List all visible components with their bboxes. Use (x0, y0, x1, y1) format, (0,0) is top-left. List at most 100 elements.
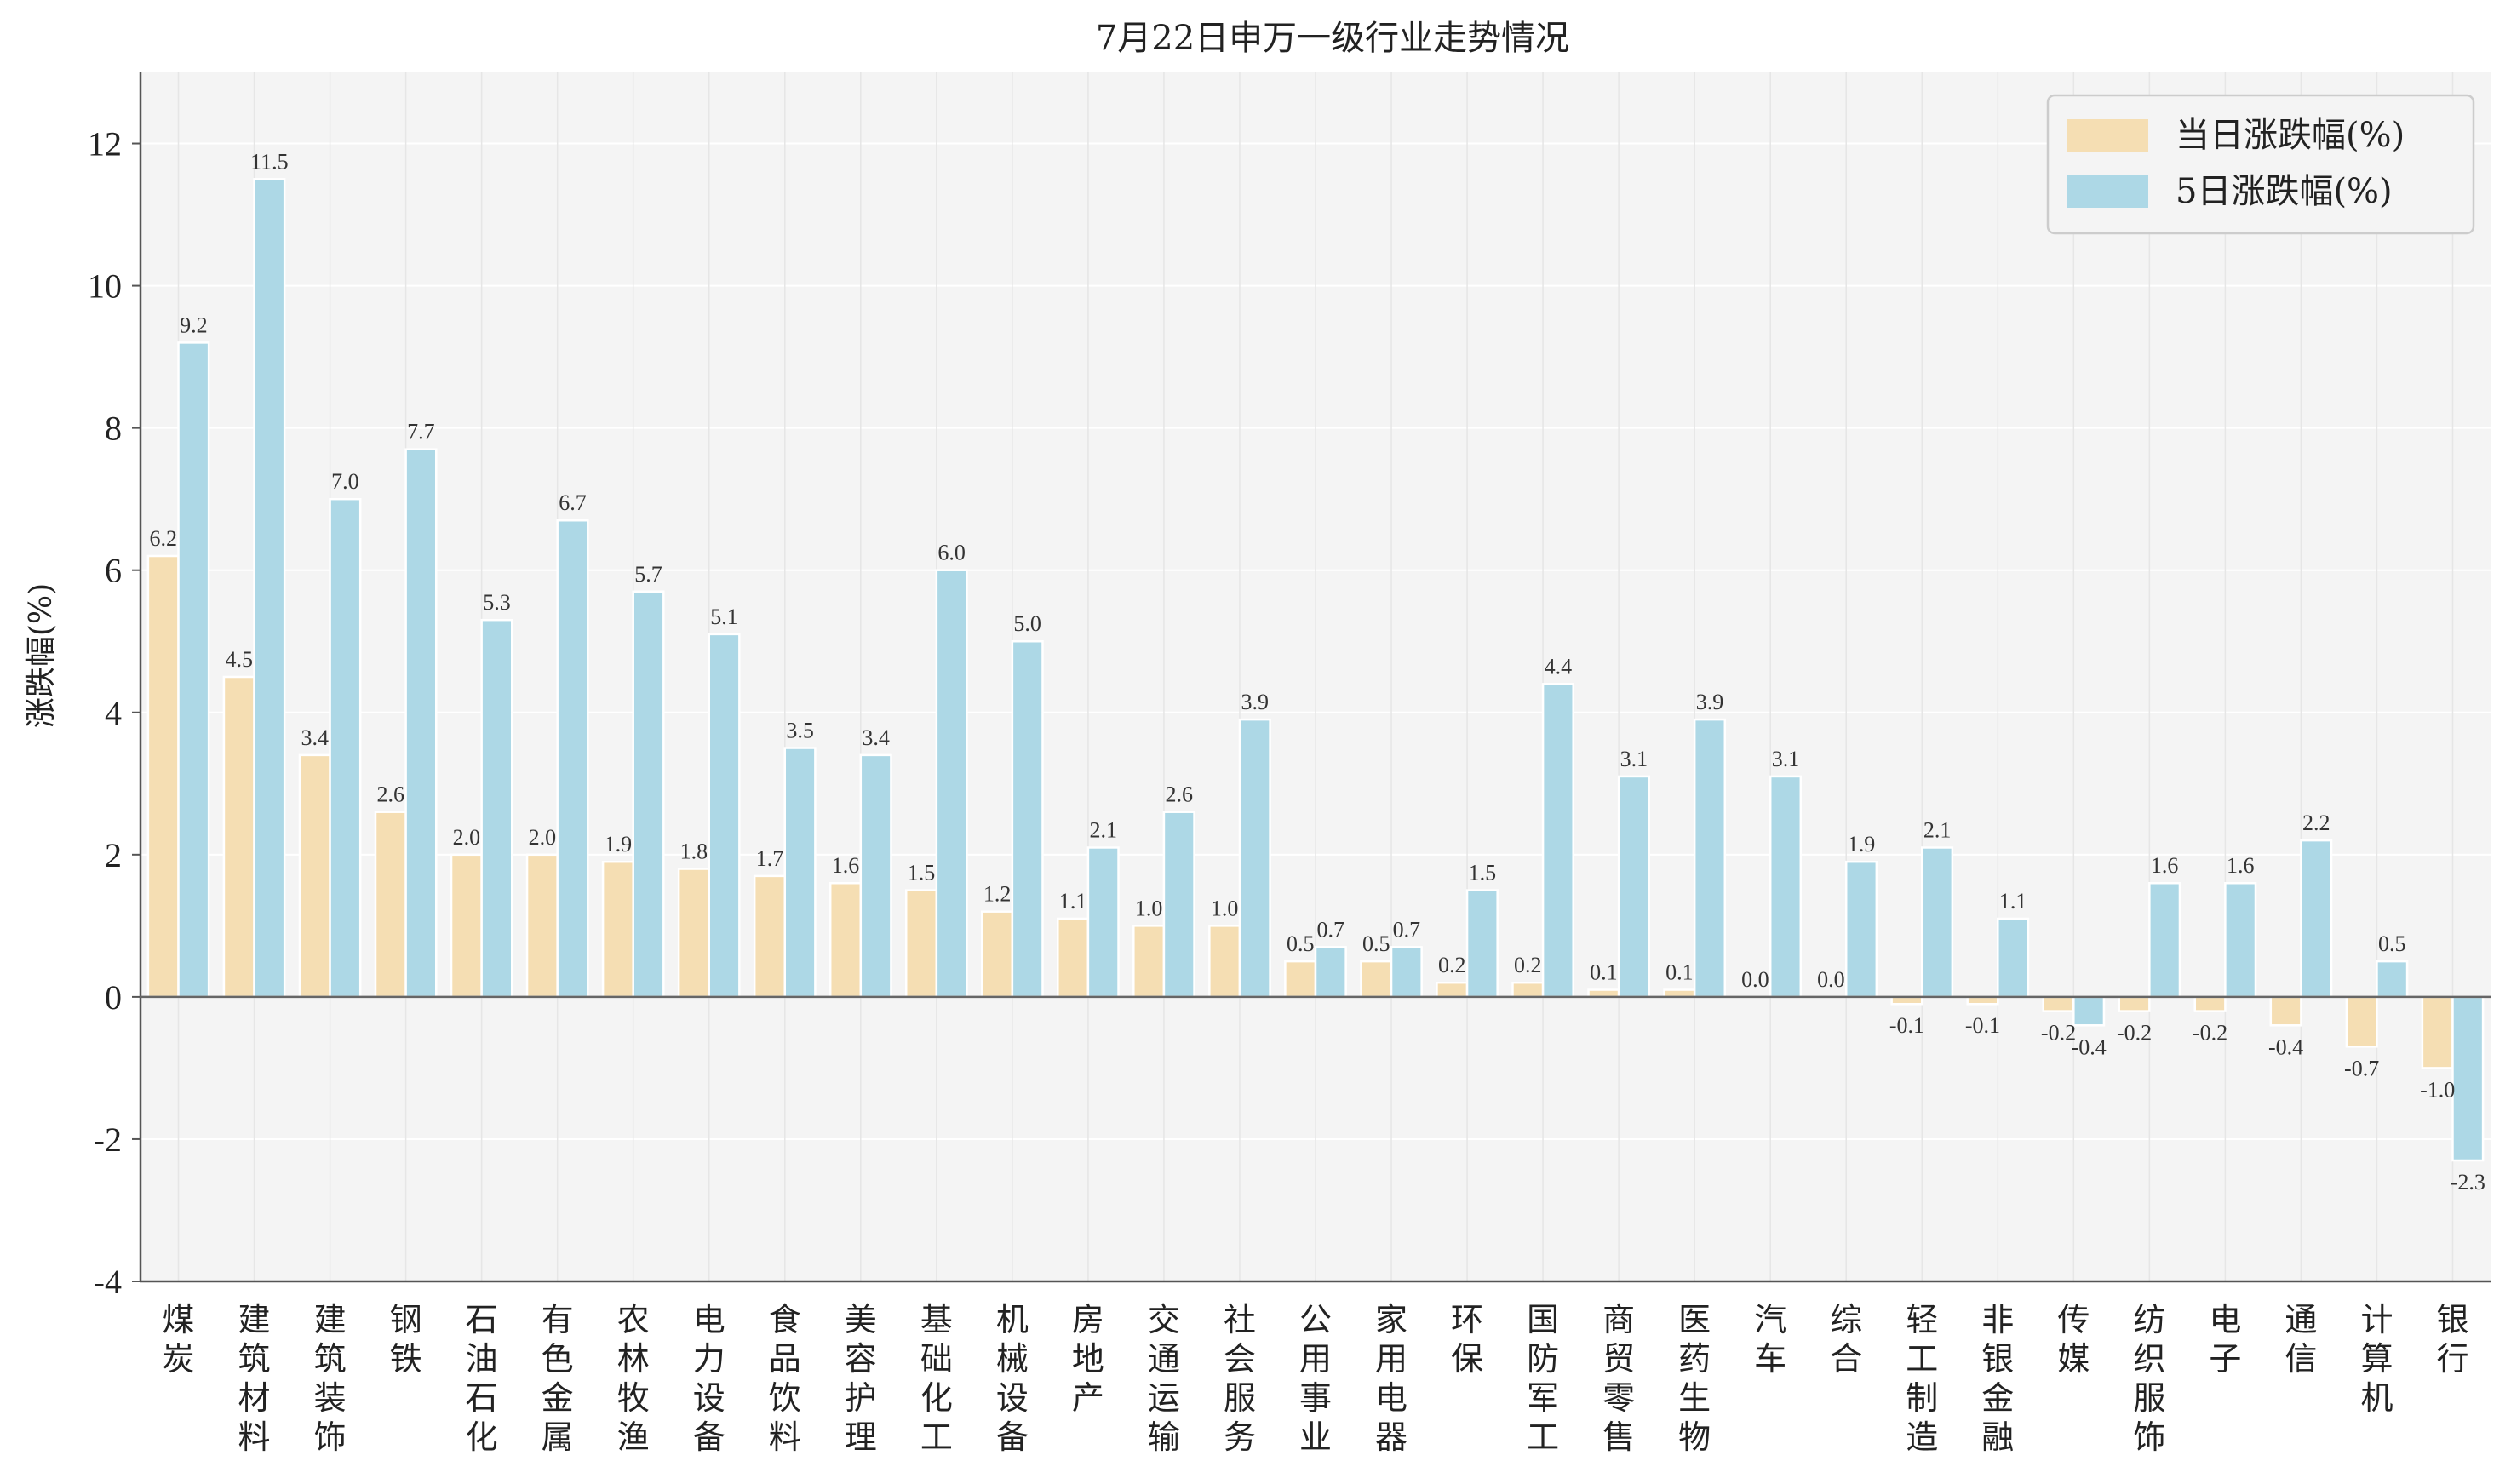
bar-daily (1511, 981, 1545, 999)
y-ticks: -4 -2 0 2 4 6 8 10 12 (88, 125, 140, 1301)
x-tick-label: 纺织服饰 (2133, 1301, 2165, 1456)
bar-five-day (1238, 718, 1271, 999)
x-tick-label: 农林牧渔 (617, 1301, 650, 1456)
legend-label: 5日涨跌幅(%) (2176, 172, 2393, 211)
x-tick-label: 综合 (1830, 1301, 1862, 1378)
y-tick-label: 6 (105, 552, 122, 590)
bar-daily (2193, 995, 2227, 1012)
data-label: -0.4 (2072, 1034, 2107, 1059)
x-tick-label: 石油石化 (466, 1301, 498, 1456)
data-label: 0.0 (1741, 967, 1769, 992)
x-tick-label: 汽车 (1754, 1301, 1786, 1378)
bar-five-day (1693, 718, 1727, 999)
bar-five-day (404, 448, 438, 999)
data-label: 2.0 (453, 825, 481, 850)
data-label: 5.1 (710, 604, 738, 629)
bars (146, 178, 2485, 1162)
bar-daily (1132, 925, 1166, 999)
x-tick-label: 交通运输 (1148, 1301, 1180, 1456)
data-label: 1.9 (1848, 832, 1876, 857)
bar-daily (677, 868, 710, 999)
data-label: 4.4 (1545, 654, 1573, 679)
data-label: 5.7 (634, 562, 662, 587)
bar-daily (2269, 995, 2302, 1027)
data-label: 1.0 (1211, 896, 1239, 920)
bar-five-day (632, 590, 665, 999)
x-tick-label: 基础化工 (920, 1301, 953, 1456)
bar-five-day (2148, 881, 2181, 999)
data-label: 1.5 (1469, 861, 1497, 885)
data-label: -0.1 (1965, 1013, 2000, 1038)
data-label: 0.5 (1287, 931, 1315, 956)
data-label: 2.1 (1923, 817, 1952, 842)
data-label: 0.5 (1362, 931, 1390, 956)
bar-five-day (556, 519, 589, 999)
bar-daily (828, 881, 863, 999)
data-label: -2.3 (2451, 1170, 2485, 1195)
x-tick-label: 商贸零售 (1602, 1301, 1635, 1456)
data-label: 1.2 (983, 882, 1012, 907)
data-label: 0.7 (1393, 917, 1421, 942)
data-label: -0.2 (2193, 1021, 2227, 1046)
x-tick-label: 公用事业 (1299, 1301, 1332, 1456)
data-label: -0.2 (2117, 1021, 2152, 1046)
data-label: 3.4 (862, 725, 890, 750)
y-tick-label: 4 (105, 694, 122, 732)
bar-daily (2421, 995, 2454, 1069)
x-tick-label: 医药生物 (1678, 1301, 1711, 1456)
bar-daily (374, 811, 407, 999)
x-tick-label: 计算机 (2360, 1301, 2393, 1417)
data-label: -1.0 (2420, 1077, 2455, 1102)
bar-five-day (1541, 683, 1574, 999)
x-tick-label: 国防军工 (1527, 1301, 1559, 1456)
data-label: 0.1 (1665, 960, 1694, 985)
bar-daily (1057, 917, 1090, 999)
data-label: -0.4 (2268, 1034, 2303, 1059)
data-label: 1.6 (2151, 853, 2179, 878)
data-label: 1.1 (1059, 889, 1087, 914)
data-label: 1.6 (2227, 853, 2255, 878)
y-axis-label: 涨跌幅(%) (24, 583, 59, 728)
y-tick-label: 10 (88, 267, 122, 306)
x-tick-label: 建筑材料 (238, 1301, 271, 1456)
data-label: 1.8 (680, 839, 708, 864)
data-label: 0.5 (2378, 931, 2406, 956)
data-label: 0.2 (1438, 953, 1466, 977)
x-tick-label: 电力设备 (693, 1301, 725, 1456)
bar-daily (981, 910, 1014, 999)
y-tick-label: 12 (88, 125, 122, 163)
bar-five-day (1390, 946, 1423, 999)
bar-five-day (1465, 889, 1499, 999)
value-labels: 6.2 4.5 3.4 2.6 2.0 2.0 1.9 1.8 1.7 1.6 1.5 1.2 1.1 1… (149, 149, 2485, 1195)
bar-five-day (2300, 839, 2333, 999)
data-label: 1.6 (832, 853, 860, 878)
bar-five-day (480, 618, 513, 999)
chart-title: 7月22日申万一级行业走势情况 (1096, 19, 1569, 58)
data-label: 5.0 (1013, 611, 1041, 636)
x-tick-label: 环保 (1451, 1301, 1483, 1378)
data-label: 7.0 (331, 469, 359, 494)
legend-swatch (2067, 175, 2148, 208)
bar-daily (1436, 981, 1469, 999)
bar-five-day (253, 178, 286, 999)
data-label: 1.5 (908, 861, 936, 885)
bar-daily (525, 853, 559, 999)
data-label: 2.0 (529, 825, 557, 850)
x-tick-label: 食品饮料 (769, 1301, 801, 1456)
x-tick-label: 钢铁 (390, 1301, 422, 1378)
x-tick-label: 电子 (2209, 1301, 2241, 1378)
y-tick-label: 2 (105, 836, 122, 874)
data-label: 6.2 (149, 526, 177, 551)
bar-five-day (708, 633, 741, 999)
bar-daily (1360, 960, 1393, 999)
bar-five-day (859, 753, 892, 999)
legend-label: 当日涨跌幅(%) (2176, 116, 2405, 155)
data-label: 0.1 (1590, 960, 1618, 985)
bar-daily (2345, 995, 2378, 1048)
data-label: 0.7 (1317, 917, 1345, 942)
bar-five-day (329, 497, 362, 999)
legend-box (2046, 94, 2475, 235)
data-label: -0.1 (1889, 1013, 1924, 1038)
bar-five-day (177, 341, 210, 999)
